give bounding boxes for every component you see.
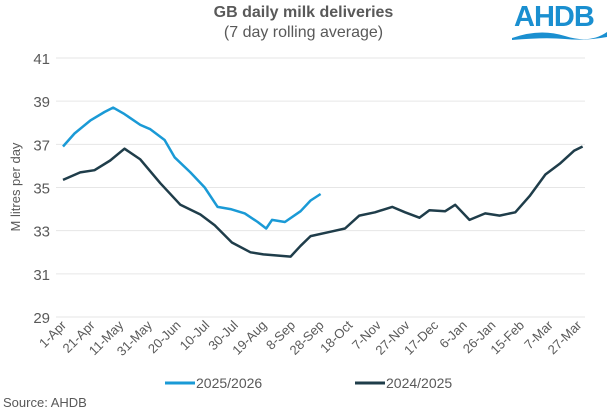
legend-label: 2024/2025: [386, 375, 452, 391]
legend-label: 2025/2026: [196, 375, 262, 391]
series-line-2024-2025: [62, 145, 584, 258]
source-note: Source: AHDB: [3, 395, 87, 410]
x-tick-label: 18-Oct: [317, 317, 355, 355]
ahdb-logo: AHDB: [512, 1, 607, 40]
svg-text:AHDB: AHDB: [514, 1, 594, 33]
x-tick-label: 10-Jul: [177, 317, 213, 353]
series-line-2025-2026: [62, 106, 322, 230]
y-tick-label: 37: [33, 137, 50, 154]
chart-subtitle: (7 day rolling average): [223, 24, 384, 41]
y-tick-label: 29: [33, 310, 50, 327]
y-tick-label: 39: [33, 94, 50, 111]
y-tick-label: 41: [33, 51, 50, 68]
y-axis-label: M litres per day: [8, 142, 23, 231]
x-tick-label: 20-Jun: [145, 318, 184, 357]
y-tick-label: 35: [33, 181, 50, 198]
y-tick-label: 33: [33, 224, 50, 241]
y-tick-label: 31: [33, 267, 50, 284]
chart-title: GB daily milk deliveries: [213, 4, 394, 21]
